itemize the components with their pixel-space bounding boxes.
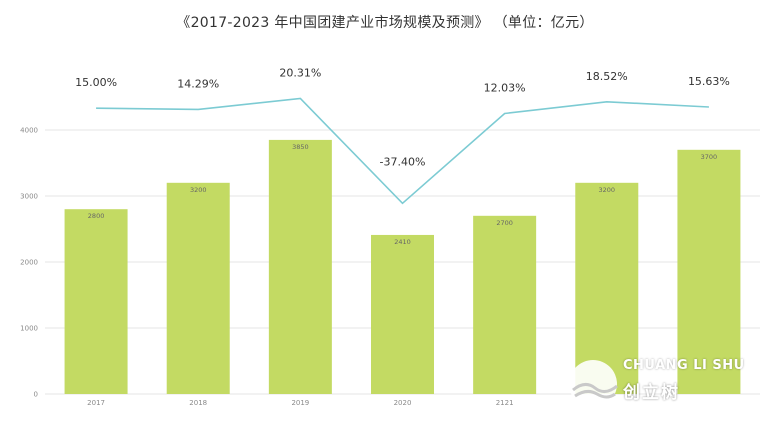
bar-value-label: 3700 bbox=[701, 153, 718, 161]
growth-label: 18.52% bbox=[586, 70, 628, 83]
x-tick-label: 2019 bbox=[291, 399, 309, 407]
growth-labels: 15.00% 14.29% 20.31% -37.40% 12.03% 18.52% 15.… bbox=[75, 67, 730, 169]
growth-label: 15.63% bbox=[688, 75, 730, 88]
growth-label: 12.03% bbox=[484, 82, 526, 95]
bar-value-label: 2700 bbox=[496, 219, 513, 227]
y-tick-label: 3000 bbox=[20, 193, 38, 201]
y-tick-label: 2000 bbox=[20, 259, 38, 267]
growth-line-path bbox=[96, 97, 709, 205]
growth-line bbox=[96, 97, 709, 205]
watermark-text-en: CHUANG LI SHU bbox=[623, 358, 745, 373]
chart-title: 《2017-2023 年中国团建产业市场规模及预测》 （单位：亿元） bbox=[176, 15, 594, 31]
y-tick-label: 4000 bbox=[20, 127, 38, 135]
y-tick-label: 0 bbox=[34, 391, 38, 399]
bar-value-label: 3850 bbox=[292, 143, 309, 151]
growth-label: -37.40% bbox=[380, 155, 426, 168]
watermark-text-cn: 创立树 bbox=[623, 383, 680, 403]
bar bbox=[473, 215, 537, 394]
watermark-logo: CHUANG LI SHU 创立树 bbox=[565, 348, 765, 418]
bar bbox=[575, 182, 639, 394]
bar-value-labels: 2800 3200 3850 2410 2700 3200 3700 bbox=[88, 143, 717, 246]
bar bbox=[371, 234, 434, 394]
bar bbox=[166, 182, 230, 394]
x-axis-ticks: 2017 2018 2019 2020 2121 bbox=[87, 399, 513, 407]
bar-value-label: 3200 bbox=[190, 186, 207, 194]
bar bbox=[268, 139, 332, 394]
tree-logo-icon bbox=[569, 360, 618, 408]
x-tick-label: 2017 bbox=[87, 399, 105, 407]
bars bbox=[64, 139, 741, 394]
x-tick-label: 2020 bbox=[394, 399, 412, 407]
growth-label: 15.00% bbox=[75, 76, 117, 89]
x-tick-label: 2121 bbox=[496, 399, 514, 407]
y-tick-label: 1000 bbox=[20, 325, 38, 333]
bar-value-label: 2410 bbox=[394, 238, 411, 246]
bar bbox=[64, 209, 128, 394]
bar-value-label: 2800 bbox=[88, 212, 105, 220]
growth-label: 14.29% bbox=[177, 77, 219, 90]
y-axis-ticks: 0 1000 2000 3000 4000 bbox=[20, 127, 38, 399]
x-tick-label: 2018 bbox=[189, 399, 207, 407]
bar bbox=[677, 149, 741, 394]
bar-value-label: 3200 bbox=[599, 186, 616, 194]
growth-label: 20.31% bbox=[279, 67, 321, 80]
